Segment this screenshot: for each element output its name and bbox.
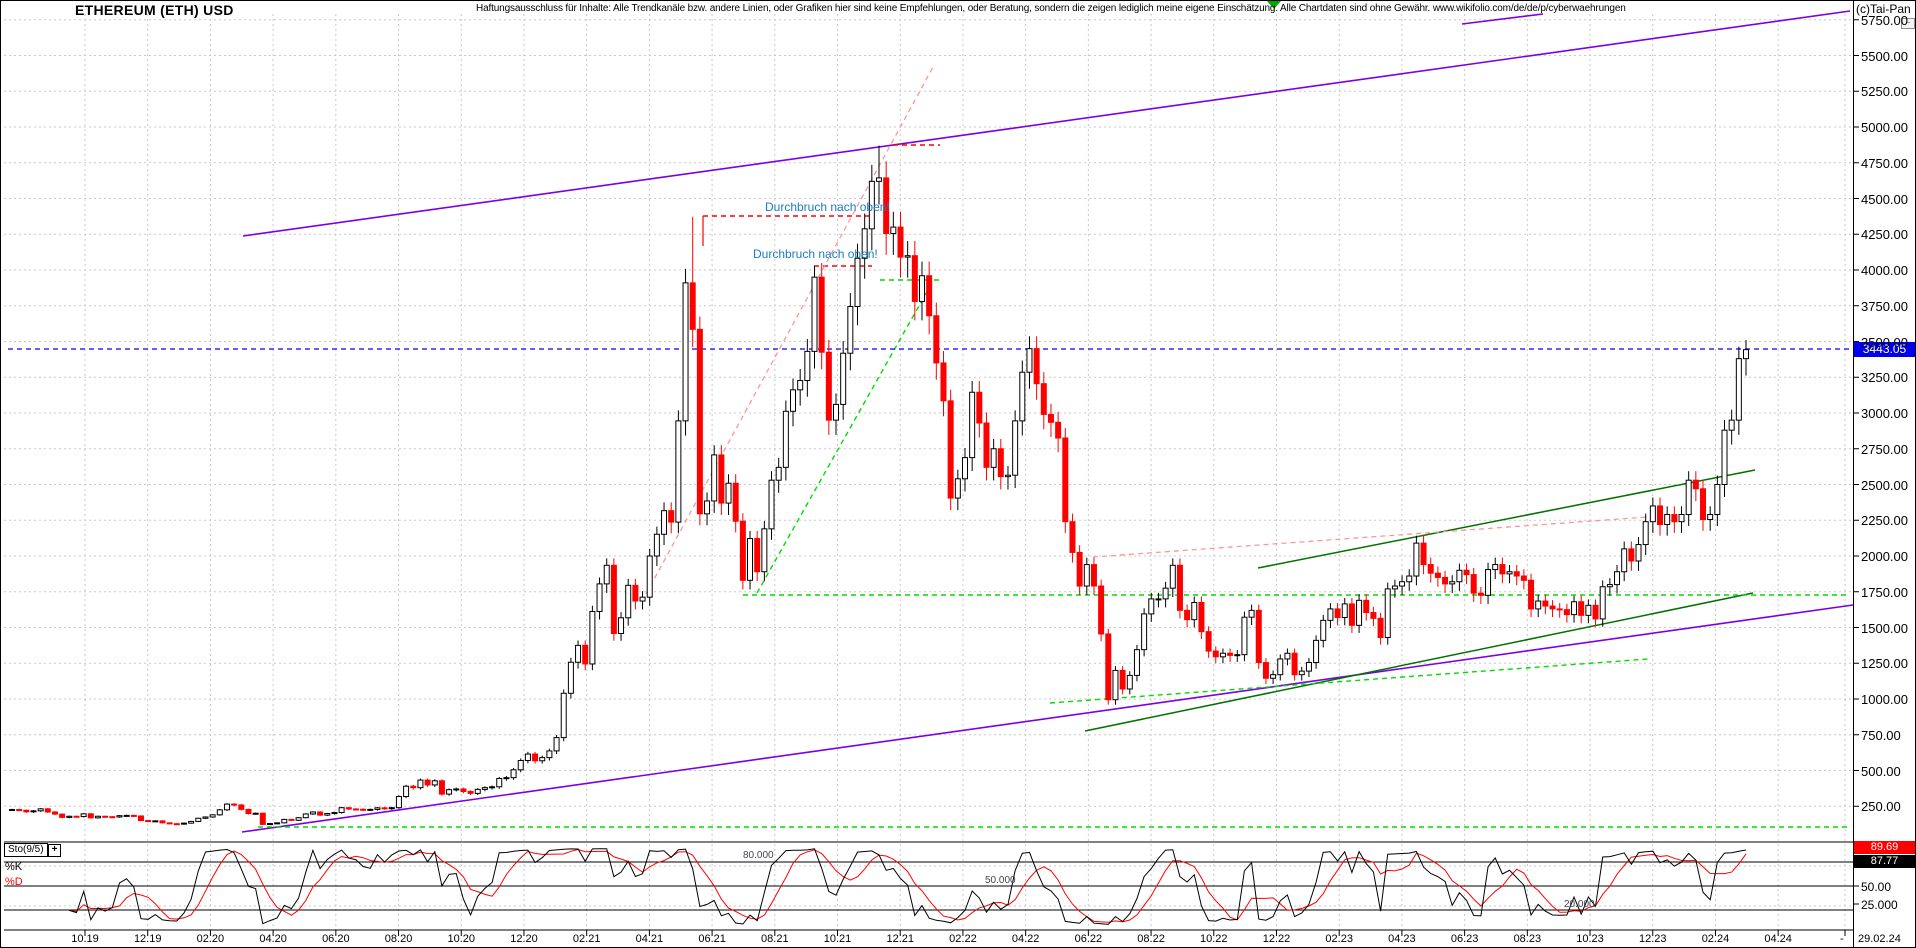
price-axis-label: 1250.00 [1861, 656, 1908, 672]
trendline-green-support [1084, 592, 1754, 732]
price-axis-label: 2250.00 [1861, 513, 1908, 529]
sto-level-50-label: 50.000 [985, 875, 1016, 886]
axis-end-dash: - [1840, 933, 1844, 945]
sto-indicator-label[interactable]: Sto(9/5) [4, 843, 48, 857]
trendline-purple-channel-lower [241, 604, 1854, 833]
price-axis-label: 5250.00 [1861, 84, 1908, 100]
price-axis-label: 4250.00 [1861, 227, 1908, 243]
price-axis-label: 5750.00 [1861, 12, 1908, 28]
date-label: 06.23 [1450, 933, 1479, 945]
price-axis-label: 5000.00 [1861, 120, 1908, 135]
price-axis-label: 2500.00 [1861, 477, 1908, 493]
date-label: 06.20 [322, 933, 350, 945]
date-label: 08.22 [1137, 933, 1165, 945]
breakout-annotation-1: Durchbruch nach oben! [765, 200, 890, 214]
price-axis-label: 1750.00 [1861, 584, 1908, 600]
trendline-salmon-resistance [1092, 516, 1648, 558]
price-axis-label: 750.00 [1861, 727, 1901, 743]
sto-d-label: %D [5, 876, 23, 888]
date-label: 10.20 [447, 933, 476, 945]
price-axis-label: 1500.00 [1861, 620, 1908, 636]
date-label: 10.23 [1576, 933, 1604, 945]
price-axis-label: 250.00 [1861, 799, 1901, 815]
sto-axis-50-label: 50.00 [1861, 880, 1892, 894]
date-label: 10.22 [1200, 933, 1228, 945]
price-axis-label: 1000.00 [1861, 692, 1908, 707]
date-label: 06.22 [1074, 933, 1103, 945]
price-axis-label: 4500.00 [1861, 191, 1908, 207]
price-axis-label: 3750.00 [1861, 298, 1908, 314]
date-label: 02.21 [572, 933, 601, 945]
date-label: 08.21 [761, 933, 789, 945]
date-label: 04.20 [259, 933, 287, 945]
page-title: ETHEREUM (ETH) USD [75, 2, 234, 18]
plus-icon[interactable]: + [48, 844, 61, 857]
date-label: 04.23 [1388, 933, 1416, 945]
price-axis-label: 4750.00 [1861, 155, 1908, 171]
sto-d-value-badge: 89.69 [1854, 841, 1915, 854]
price-axis-label: 2000.00 [1861, 549, 1908, 564]
minimize-icon[interactable]: − [1901, 18, 1915, 29]
sto-axis-25-label: 25.000 [1861, 898, 1898, 912]
date-label: 04.24 [1764, 933, 1792, 945]
date-label: 02.24 [1701, 933, 1730, 945]
last-date-label: 29.02.24 [1858, 933, 1901, 945]
trendline-purple-channel-upper [242, 10, 1851, 237]
date-label: 02.20 [196, 933, 225, 945]
copyright-label: (c)Tai-Pan [1856, 2, 1911, 16]
trendline-lime-rising-support [1049, 658, 1649, 704]
date-label: 08.23 [1513, 933, 1542, 945]
breakout-annotation-2: Durchbruch nach oben! [753, 247, 878, 261]
date-label: 12.22 [1262, 933, 1291, 945]
date-label: 12.21 [886, 933, 914, 945]
trendline-green-resistance [1257, 469, 1756, 569]
date-label: 10.19 [71, 933, 99, 945]
date-label: 12.20 [510, 933, 538, 945]
trendline-purple-channel-upper-outer [1461, 13, 1544, 25]
sto-k-value-badge: 87.77 [1854, 855, 1915, 868]
price-axis-label: 3000.00 [1861, 406, 1908, 421]
current-price-badge: 3443.05 [1854, 342, 1915, 357]
price-axis-label: 3500.00 [1861, 334, 1908, 350]
date-label: 08.20 [384, 933, 413, 945]
sto-k-label: %K [5, 861, 23, 873]
sto-level-80-label: 80.000 [743, 850, 774, 861]
date-label: 10.21 [823, 933, 852, 945]
price-axis-label: 3250.00 [1861, 370, 1908, 386]
price-axis-label: 2750.00 [1861, 441, 1908, 457]
trendline-salmon-steep-trend [645, 66, 934, 595]
date-label: 04.22 [1011, 933, 1040, 945]
date-label: 06.21 [698, 933, 726, 945]
date-label: 12.23 [1638, 933, 1667, 945]
price-axis-label: 4000.00 [1861, 263, 1908, 278]
date-label: 04.21 [635, 933, 664, 945]
sto-level-20-label: 20.000 [1564, 899, 1595, 910]
price-axis-label: 5500.00 [1861, 48, 1908, 64]
date-label: 12.19 [133, 933, 162, 945]
trendline-lime-2021-rally-trend [756, 280, 934, 594]
price-axis-label: 500.00 [1861, 763, 1901, 779]
date-label: 02.23 [1325, 933, 1353, 945]
triangle-marker-icon [1267, 1, 1281, 9]
disclaimer-text: Haftungsausschluss für Inhalte: Alle Tre… [476, 3, 1626, 14]
date-label: 02.22 [949, 933, 977, 945]
